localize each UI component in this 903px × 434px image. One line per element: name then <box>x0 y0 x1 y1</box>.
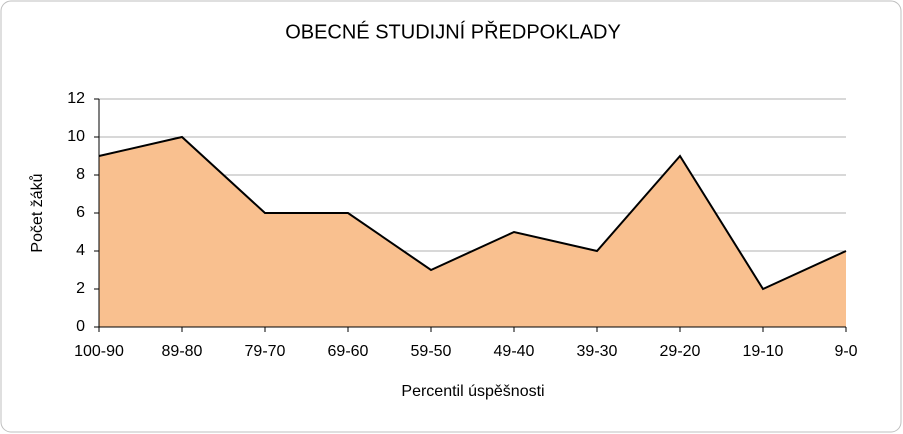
y-axis-label: Počet žáků <box>28 173 46 252</box>
x-tick-label: 100-90 <box>74 343 124 360</box>
x-tick-label: 29-20 <box>660 343 701 360</box>
x-tick-label: 39-30 <box>577 343 618 360</box>
x-tick-label: 69-60 <box>328 343 369 360</box>
x-tick-label: 79-70 <box>245 343 286 360</box>
area <box>99 137 846 327</box>
y-tick-label: 8 <box>76 166 85 183</box>
x-tick-label: 59-50 <box>411 343 452 360</box>
x-tick-label: 19-10 <box>743 343 784 360</box>
x-tick-label: 49-40 <box>494 343 535 360</box>
x-axis-label: Percentil úspěšnosti <box>401 383 544 400</box>
x-tick-label: 89-80 <box>162 343 203 360</box>
x-tick-label: 9-0 <box>834 343 857 360</box>
y-tick-label: 12 <box>67 90 85 107</box>
y-tick-label: 4 <box>76 242 85 259</box>
y-tick-label: 6 <box>76 204 85 221</box>
area-line <box>98 135 847 291</box>
chart-title: OBECNÉ STUDIJNÍ PŘEDPOKLADY <box>285 20 621 43</box>
y-tick-label: 2 <box>76 280 85 297</box>
y-tick-label: 10 <box>67 128 85 145</box>
y-tick-label: 0 <box>76 318 85 335</box>
